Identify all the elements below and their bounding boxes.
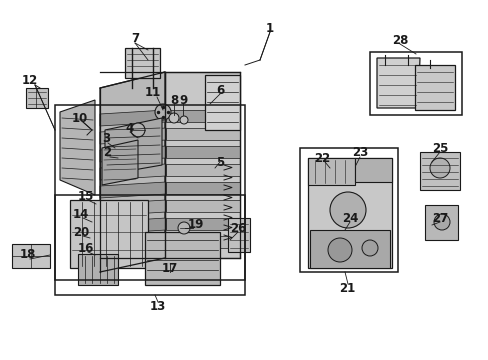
Polygon shape xyxy=(26,88,48,108)
Polygon shape xyxy=(165,218,240,230)
Text: 11: 11 xyxy=(144,85,161,99)
Text: 21: 21 xyxy=(338,282,354,294)
Circle shape xyxy=(155,104,171,120)
Polygon shape xyxy=(419,152,459,190)
Text: 6: 6 xyxy=(215,84,224,96)
Text: 27: 27 xyxy=(431,211,447,225)
Polygon shape xyxy=(100,200,165,216)
Text: 12: 12 xyxy=(22,73,38,86)
Circle shape xyxy=(180,116,187,124)
Text: 18: 18 xyxy=(20,248,36,261)
Bar xyxy=(55,105,244,280)
Polygon shape xyxy=(100,182,165,198)
Polygon shape xyxy=(100,72,164,272)
Polygon shape xyxy=(165,146,240,158)
Polygon shape xyxy=(100,236,165,252)
Text: 26: 26 xyxy=(229,221,245,234)
Circle shape xyxy=(178,222,190,234)
Polygon shape xyxy=(227,218,249,252)
Text: 7: 7 xyxy=(131,31,139,45)
Text: 13: 13 xyxy=(149,300,166,312)
Text: 3: 3 xyxy=(102,131,110,144)
Text: 23: 23 xyxy=(351,147,367,159)
Polygon shape xyxy=(309,230,389,268)
Polygon shape xyxy=(376,58,419,108)
Text: 24: 24 xyxy=(341,211,357,225)
Text: 8: 8 xyxy=(169,94,178,107)
Polygon shape xyxy=(100,128,165,144)
Bar xyxy=(369,52,461,115)
Text: 14: 14 xyxy=(73,207,89,220)
Polygon shape xyxy=(12,244,50,268)
Bar xyxy=(55,195,244,295)
Polygon shape xyxy=(204,75,240,130)
Polygon shape xyxy=(100,110,165,126)
Polygon shape xyxy=(307,158,354,185)
Circle shape xyxy=(429,158,449,178)
Text: 2: 2 xyxy=(103,145,111,158)
Polygon shape xyxy=(164,72,240,258)
Polygon shape xyxy=(78,254,118,285)
Text: 19: 19 xyxy=(187,219,204,231)
Circle shape xyxy=(433,214,449,230)
Polygon shape xyxy=(307,158,391,268)
Circle shape xyxy=(169,113,179,123)
Text: 28: 28 xyxy=(391,33,407,46)
Polygon shape xyxy=(165,182,240,194)
Polygon shape xyxy=(60,100,95,195)
Polygon shape xyxy=(165,200,240,212)
Text: 16: 16 xyxy=(78,242,94,255)
Circle shape xyxy=(361,240,377,256)
Polygon shape xyxy=(354,158,391,182)
Polygon shape xyxy=(102,140,138,185)
Polygon shape xyxy=(165,236,240,248)
Text: 15: 15 xyxy=(78,189,94,202)
Text: 20: 20 xyxy=(73,225,89,238)
Circle shape xyxy=(131,123,145,137)
Circle shape xyxy=(327,238,351,262)
Text: 9: 9 xyxy=(179,94,187,107)
Polygon shape xyxy=(100,146,165,162)
Text: 1: 1 xyxy=(265,22,273,35)
Text: 4: 4 xyxy=(125,122,134,135)
Bar xyxy=(299,148,397,272)
Polygon shape xyxy=(100,164,165,180)
Polygon shape xyxy=(165,128,240,140)
Polygon shape xyxy=(105,118,162,175)
Circle shape xyxy=(329,192,365,228)
Polygon shape xyxy=(165,110,240,122)
Polygon shape xyxy=(125,48,160,78)
Polygon shape xyxy=(100,218,165,234)
Polygon shape xyxy=(70,200,148,268)
Polygon shape xyxy=(424,205,457,240)
Text: 10: 10 xyxy=(72,112,88,125)
Polygon shape xyxy=(145,232,220,285)
Polygon shape xyxy=(165,164,240,176)
Text: 17: 17 xyxy=(162,261,178,274)
Polygon shape xyxy=(414,65,454,110)
Text: 22: 22 xyxy=(313,152,329,165)
Text: 25: 25 xyxy=(431,141,447,154)
Text: 5: 5 xyxy=(215,156,224,168)
